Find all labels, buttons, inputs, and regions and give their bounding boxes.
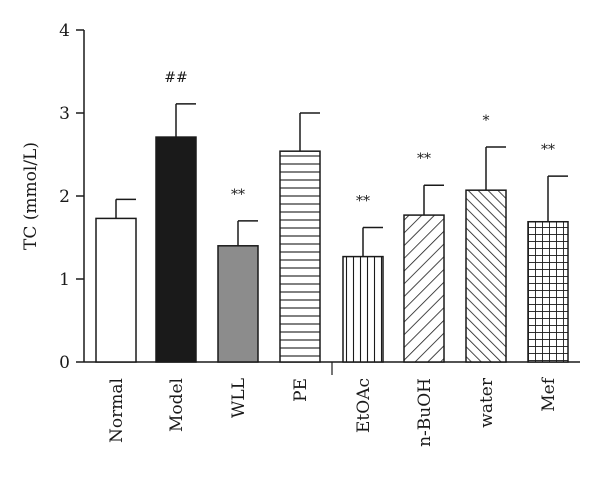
x-tick-label: EtOAc [354,378,374,433]
x-tick-label: Model [167,378,187,432]
significance-label: ** [356,194,370,210]
error-bars [115,103,568,257]
y-tick-label: 0 [59,353,70,373]
bar-wll [217,245,259,363]
bar-n-buoh [403,214,445,363]
significance-annotations: ##** ******* [164,70,555,210]
y-tick-label: 1 [59,270,70,290]
significance-label: * [483,113,490,129]
y-tick-label: 4 [59,21,70,41]
bar-water [465,189,507,363]
significance-label: ** [541,142,555,158]
y-axis-label: TC (mmol/L) [21,142,41,250]
x-tick-label: water [477,377,497,428]
bar-etoac [342,255,384,363]
x-tick-label: Normal [107,378,127,443]
y-tick-label: 2 [59,187,70,207]
bars [95,136,569,363]
x-tick-label: n-BuOH [415,378,435,447]
bar-normal [95,217,137,363]
bar-model [155,136,197,363]
bar-pe [279,150,321,363]
significance-label: ## [164,70,187,86]
y-tick-label: 3 [59,104,70,124]
significance-label: ** [417,151,431,167]
x-tick-label: Mef [539,376,559,411]
x-tick-label: PE [291,378,311,402]
significance-label: ** [231,187,245,203]
y-tick-labels: 0 1 2 3 4 [59,21,70,373]
x-tick-labels: Normal Model WLL PE EtOAc n-BuOH water Mef [107,376,559,447]
bar-mef [527,220,569,363]
x-tick-label: WLL [229,378,249,418]
